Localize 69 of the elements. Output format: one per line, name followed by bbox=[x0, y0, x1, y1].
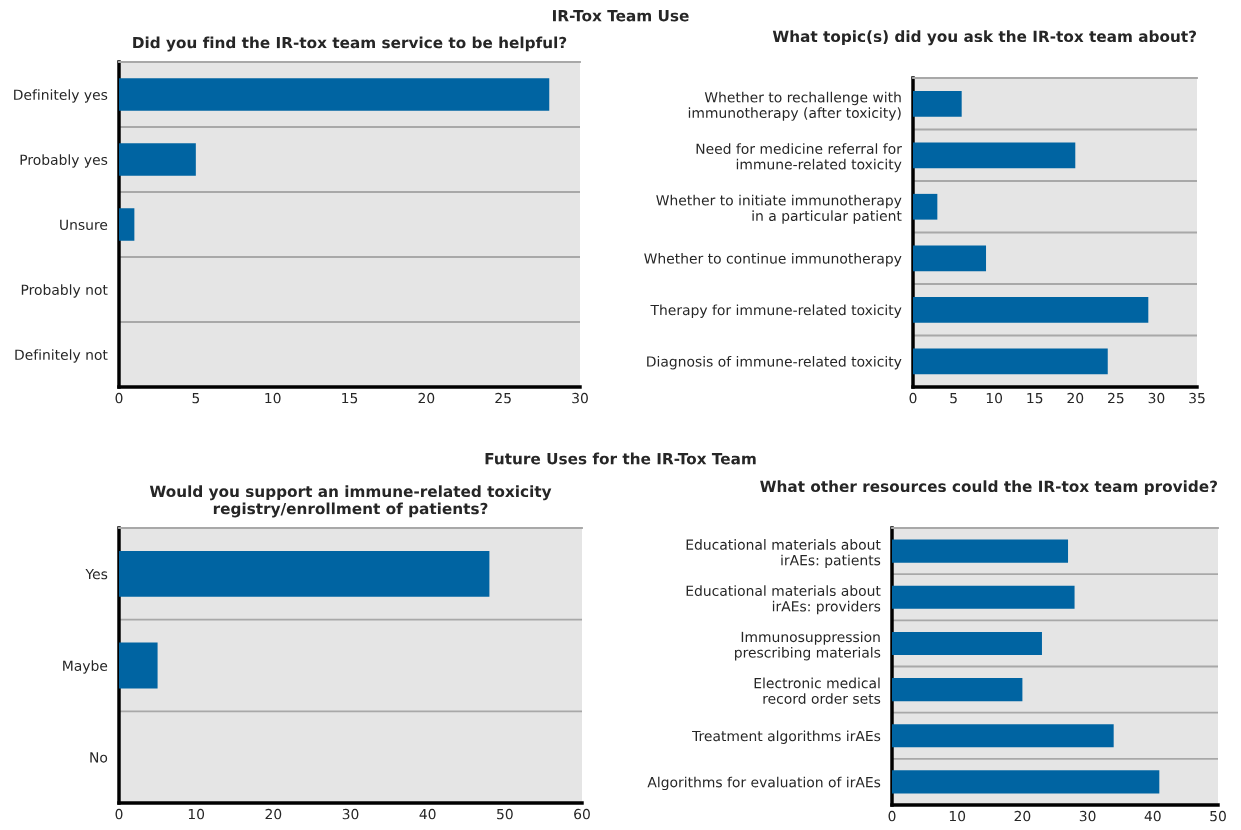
bar bbox=[913, 296, 1149, 323]
y-tick-label: Yes bbox=[85, 568, 108, 580]
text: Future Uses for the IR-Tox Team bbox=[485, 452, 756, 465]
x-tick-label: 0 bbox=[115, 808, 123, 820]
x-tick-label: 10 bbox=[949, 810, 966, 822]
y-tick-label: Unsure bbox=[60, 219, 108, 230]
bar bbox=[892, 631, 1042, 655]
text: IR-Tox Team Use bbox=[553, 10, 689, 22]
x-tick-label: 50 bbox=[1210, 810, 1226, 822]
x-tick-label: 20 bbox=[418, 392, 435, 404]
x-tick-label: 35 bbox=[1189, 392, 1205, 404]
x-tick-label: 30 bbox=[1148, 392, 1165, 404]
y-tick-label: Probably yes bbox=[20, 154, 108, 168]
y-tick-label: Whether to rechallenge with immunotherapy (after toxicity) bbox=[688, 91, 901, 121]
bar bbox=[119, 143, 196, 176]
y-tick-label: Therapy for immune-related toxicity bbox=[650, 304, 902, 318]
x-tick-label: 10 bbox=[265, 392, 281, 404]
bar bbox=[892, 539, 1069, 563]
y-tick-label: Treatment algorithms irAEs bbox=[692, 730, 881, 744]
chart-title: Did you find the IR-tox team service to be helpful? bbox=[133, 36, 567, 52]
bar bbox=[913, 142, 1076, 169]
x-tick-label: 20 bbox=[1014, 810, 1031, 822]
bar bbox=[892, 678, 1023, 702]
bar bbox=[892, 585, 1075, 609]
x-tick-label: 20 bbox=[265, 808, 282, 820]
chart-title: Would you support an immune-related toxicity registry/enrollment of patients? bbox=[149, 485, 552, 518]
x-tick-label: 60 bbox=[574, 808, 590, 820]
x-tick-label: 25 bbox=[495, 392, 511, 404]
y-tick-label: Immunosuppression prescribing materials bbox=[735, 631, 881, 661]
y-tick-label: Probably not bbox=[21, 284, 108, 298]
x-tick-label: 25 bbox=[1108, 392, 1124, 404]
y-tick-label: Diagnosis of immune-related toxicity bbox=[647, 355, 902, 370]
x-tick-label: 5 bbox=[192, 392, 200, 404]
y-tick-label: Definitely not bbox=[15, 349, 108, 363]
x-tick-label: 0 bbox=[888, 810, 896, 822]
x-tick-label: 0 bbox=[909, 392, 917, 404]
x-tick-label: 20 bbox=[1067, 392, 1084, 404]
bar bbox=[913, 348, 1108, 375]
x-tick-label: 0 bbox=[115, 392, 123, 404]
y-tick-label: Whether to continue immunotherapy bbox=[644, 252, 902, 267]
x-tick-label: 10 bbox=[188, 808, 205, 820]
bar bbox=[892, 724, 1114, 748]
bar bbox=[913, 245, 987, 272]
y-tick-label: Electronic medical record order sets bbox=[754, 677, 881, 704]
bar bbox=[892, 770, 1160, 794]
chart-title: What topic(s) did you ask the IR-tox team about? bbox=[772, 30, 1197, 46]
y-tick-label: Definitely yes bbox=[14, 89, 108, 103]
x-tick-label: 30 bbox=[1079, 810, 1096, 822]
bar bbox=[119, 78, 550, 111]
x-tick-label: 5 bbox=[950, 392, 957, 404]
y-tick-label: Need for medicine referral for immune-related toxicity bbox=[696, 143, 902, 173]
bar bbox=[913, 90, 962, 117]
chart-title: What other resources could the IR-tox team provide? bbox=[760, 480, 1218, 496]
x-tick-label: 15 bbox=[342, 392, 358, 404]
bar bbox=[119, 208, 135, 241]
x-tick-label: 15 bbox=[1027, 392, 1043, 404]
y-tick-label: Educational materials about irAEs: providers bbox=[686, 585, 881, 615]
x-tick-label: 40 bbox=[1144, 810, 1161, 822]
bar bbox=[913, 193, 938, 220]
y-tick-label: Whether to initiate immunotherapy in a particular patient bbox=[656, 194, 902, 224]
x-tick-label: 10 bbox=[986, 392, 1003, 404]
y-tick-label: No bbox=[90, 752, 108, 763]
y-tick-label: Algorithms for evaluation of irAEs bbox=[647, 776, 881, 791]
y-tick-label: Educational materials about irAEs: patients bbox=[686, 539, 881, 569]
x-tick-label: 30 bbox=[342, 808, 359, 820]
x-tick-label: 40 bbox=[419, 808, 436, 820]
x-tick-label: 50 bbox=[497, 808, 513, 820]
y-tick-label: Maybe bbox=[63, 660, 108, 674]
x-tick-label: 30 bbox=[572, 392, 588, 404]
